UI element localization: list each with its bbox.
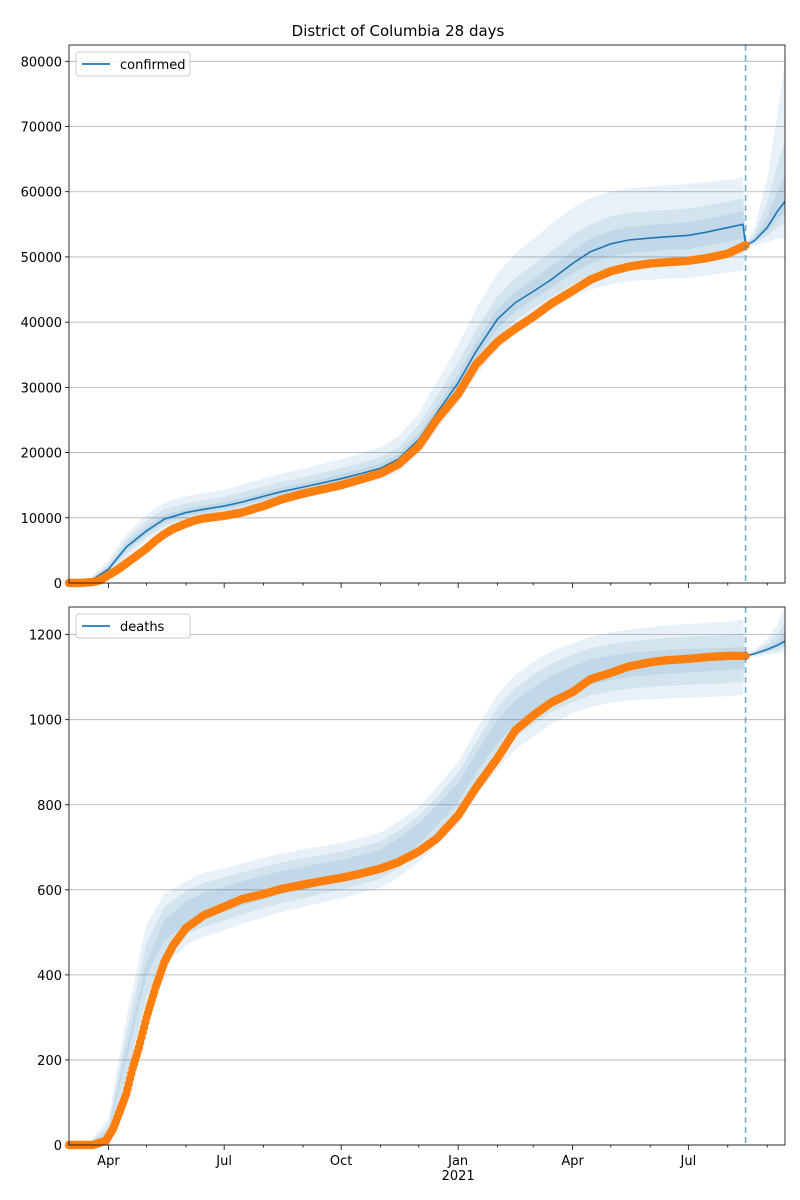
x-tick-label: Jul [680, 1154, 697, 1169]
y-tick-label: 800 [37, 799, 62, 814]
panel-deaths: 0 200 400 600 800 1000 1200 Apr Jul Oct Jan Apr Jul 2… [29, 606, 786, 1184]
uncertainty-band [69, 61, 785, 583]
x-tick-label: Jan [447, 1154, 468, 1169]
observed-point [741, 651, 750, 661]
x-tick-label: Apr [97, 1154, 120, 1169]
observed-series [64, 241, 750, 588]
x-tick-year-label: 2021 [442, 1169, 475, 1184]
legend-box [75, 613, 191, 639]
y-tick-label: 50000 [21, 251, 62, 266]
x-tick-label: Oct [330, 1154, 352, 1169]
axes-frame [68, 44, 786, 584]
legend: deaths [75, 613, 191, 639]
y-tick-label: 1200 [29, 629, 62, 644]
median-line [68, 201, 786, 584]
y-tick-label: 10000 [21, 512, 62, 527]
legend: confirmed [75, 51, 191, 77]
panel-confirmed: 0 10000 20000 30000 40000 50000 60000 70000 8000… [21, 44, 786, 592]
legend-label: confirmed [120, 58, 186, 73]
y-tick-label: 0 [54, 1139, 62, 1154]
x-tick-label: Apr [561, 1154, 584, 1169]
observed-series [64, 651, 750, 1150]
y-tick-label: 30000 [21, 381, 62, 396]
legend-label: deaths [120, 620, 165, 635]
y-tick-label: 20000 [21, 447, 62, 462]
y-tick-label: 400 [37, 969, 62, 984]
y-tick-label: 80000 [21, 55, 62, 70]
y-tick-label: 1000 [29, 714, 62, 729]
y-tick-label: 0 [54, 577, 62, 592]
uncertainty-band [69, 139, 785, 584]
y-tick-label: 70000 [21, 121, 62, 136]
axes-frame [68, 606, 786, 1146]
legend-box [75, 51, 191, 77]
uncertainty-band [69, 621, 785, 1145]
y-tick-label: 600 [37, 884, 62, 899]
y-tick-label: 200 [37, 1054, 62, 1069]
y-tick-label: 60000 [21, 186, 62, 201]
median-line [745, 640, 786, 657]
y-tick-label: 40000 [21, 316, 62, 331]
chart-title: District of Columbia 28 days [292, 22, 505, 40]
x-tick-label: Jul [215, 1154, 232, 1169]
